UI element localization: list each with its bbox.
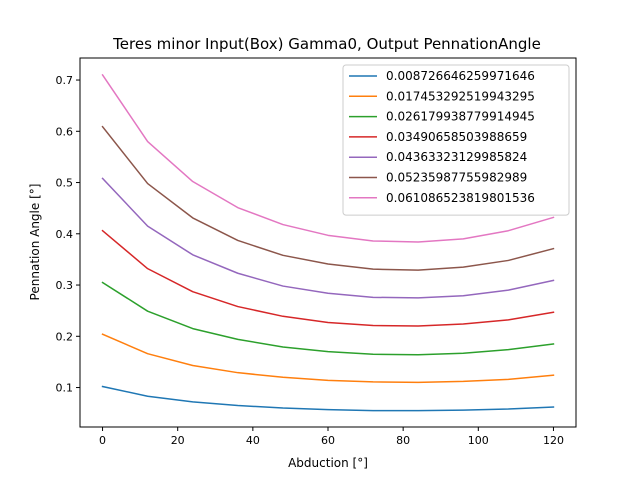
series-line-1: [101, 385, 555, 412]
legend-label-6: 0.05235987755982989: [386, 171, 527, 185]
legend-label-2: 0.017453292519943295: [386, 89, 535, 103]
y-tick-label: 0.4: [56, 228, 74, 241]
y-tick-label: 0.5: [56, 177, 74, 190]
legend-label-5: 0.04363323129985824: [386, 150, 527, 164]
x-tick-label: 120: [543, 434, 564, 447]
legend-box: [342, 64, 570, 216]
legend-label-1: 0.008726646259971646: [386, 69, 535, 83]
series-line-4: [101, 229, 555, 327]
y-tick-label: 0.3: [56, 279, 74, 292]
legend-label-4: 0.03490658503988659: [386, 130, 527, 144]
x-tick-label: 40: [246, 434, 260, 447]
series-line-7: [101, 73, 555, 243]
series-line-5: [101, 177, 555, 299]
x-tick-label: 20: [171, 434, 185, 447]
y-tick-label: 0.1: [56, 382, 74, 395]
y-tick-label: 0.2: [56, 330, 74, 343]
x-tick-label: 80: [396, 434, 410, 447]
y-tick-label: 0.6: [56, 125, 74, 138]
x-tick-label: 60: [321, 434, 335, 447]
series-line-3: [101, 281, 555, 356]
series-lines: [101, 73, 555, 412]
series-line-6: [101, 125, 555, 271]
legend: 0.008726646259971646 0.017453292519943295…: [342, 64, 570, 216]
y-tick-label: 0.7: [56, 74, 74, 87]
plot-frame: [79, 57, 577, 428]
x-axis-ticks: 0 20 40 60 80 100 120: [99, 427, 564, 447]
legend-label-3: 0.026179938779914945: [386, 110, 535, 124]
y-axis-ticks: 0.1 0.2 0.3 0.4 0.5 0.6 0.7: [56, 74, 80, 395]
x-tick-label: 100: [468, 434, 489, 447]
x-tick-label: 0: [99, 434, 106, 447]
x-axis-label: Abduction [°]: [288, 456, 368, 470]
series-line-2: [101, 333, 555, 384]
legend-label-7: 0.061086523819801536: [386, 191, 535, 205]
y-axis-label: Pennation Angle [°]: [28, 184, 42, 301]
chart-title: Teres minor Input(Box) Gamma0, Output Pe…: [112, 35, 541, 53]
